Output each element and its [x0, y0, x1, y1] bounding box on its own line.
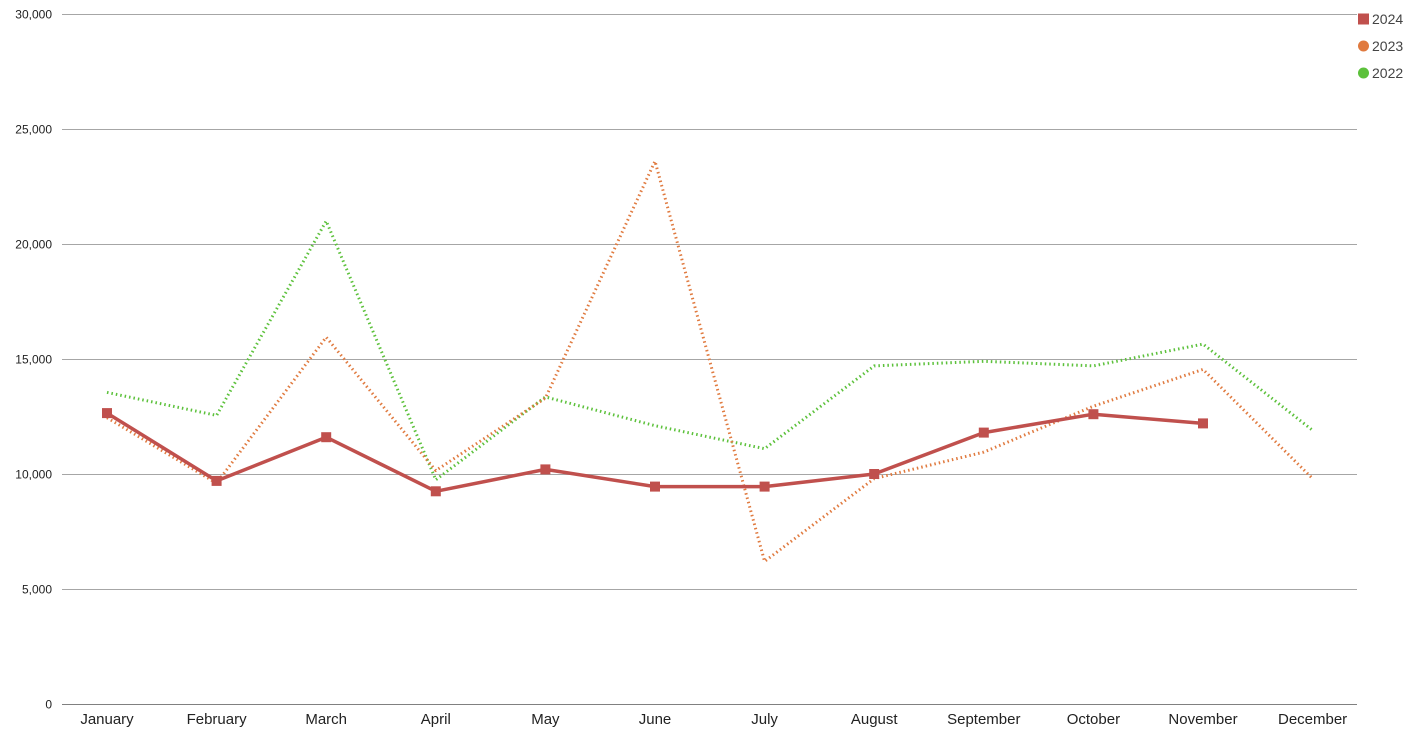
- data-point-2024: [102, 408, 112, 419]
- y-axis: 0 5,000 10,000 15,000 20,000 25,000 30,000: [15, 8, 52, 712]
- y-tick-label: 0: [45, 698, 52, 712]
- series-line-2024: [105, 411, 1205, 494]
- x-tick-label: February: [187, 711, 248, 728]
- data-point-2024: [211, 475, 222, 486]
- legend-item-2023: 2023: [1358, 38, 1403, 54]
- x-tick-label: December: [1278, 711, 1347, 728]
- x-tick-label: January: [80, 711, 134, 728]
- legend-label: 2024: [1372, 11, 1403, 27]
- legend-marker-circle-icon: [1358, 40, 1369, 52]
- grid-lines: [62, 14, 1357, 705]
- legend-item-2022: 2022: [1358, 65, 1403, 81]
- data-point-2024: [321, 432, 332, 443]
- data-point-2024: [869, 469, 880, 479]
- data-point-2024: [650, 481, 660, 492]
- series-line-2022: [106, 219, 1314, 482]
- y-tick-label: 25,000: [15, 123, 52, 137]
- x-tick-label: July: [751, 711, 778, 728]
- x-tick-label: May: [531, 711, 560, 728]
- legend-label: 2022: [1372, 65, 1403, 81]
- series-lines: [102, 159, 1314, 563]
- x-tick-label: September: [947, 711, 1020, 728]
- legend-marker-square-icon: [1358, 13, 1369, 25]
- series-2023: [106, 159, 1314, 563]
- data-point-2024: [759, 481, 770, 492]
- legend-marker-circle-icon: [1358, 67, 1369, 79]
- data-point-2024: [1198, 418, 1208, 429]
- series-2022: [106, 219, 1314, 482]
- series-line-2023: [106, 159, 1314, 563]
- data-point-2024: [430, 486, 441, 497]
- x-tick-label: April: [421, 711, 451, 728]
- series-2024: [102, 408, 1208, 497]
- x-tick-label: August: [851, 711, 899, 728]
- y-tick-label: 10,000: [15, 468, 52, 482]
- legend-label: 2023: [1372, 38, 1403, 54]
- y-tick-label: 15,000: [15, 353, 52, 367]
- legend-item-2024: 2024: [1358, 11, 1403, 27]
- x-tick-label: March: [305, 711, 347, 728]
- x-tick-label: October: [1067, 711, 1120, 728]
- y-tick-label: 5,000: [22, 583, 52, 597]
- x-tick-label: November: [1168, 711, 1237, 728]
- x-axis: January February March April May June July Augu…: [80, 711, 1347, 728]
- data-point-2024: [1088, 409, 1099, 420]
- x-tick-label: June: [639, 711, 672, 728]
- data-point-2024: [540, 464, 551, 475]
- y-tick-label: 30,000: [15, 8, 52, 22]
- legend: 2024 2023 2022: [1358, 11, 1403, 81]
- y-tick-label: 20,000: [15, 238, 52, 252]
- data-point-2024: [978, 427, 989, 438]
